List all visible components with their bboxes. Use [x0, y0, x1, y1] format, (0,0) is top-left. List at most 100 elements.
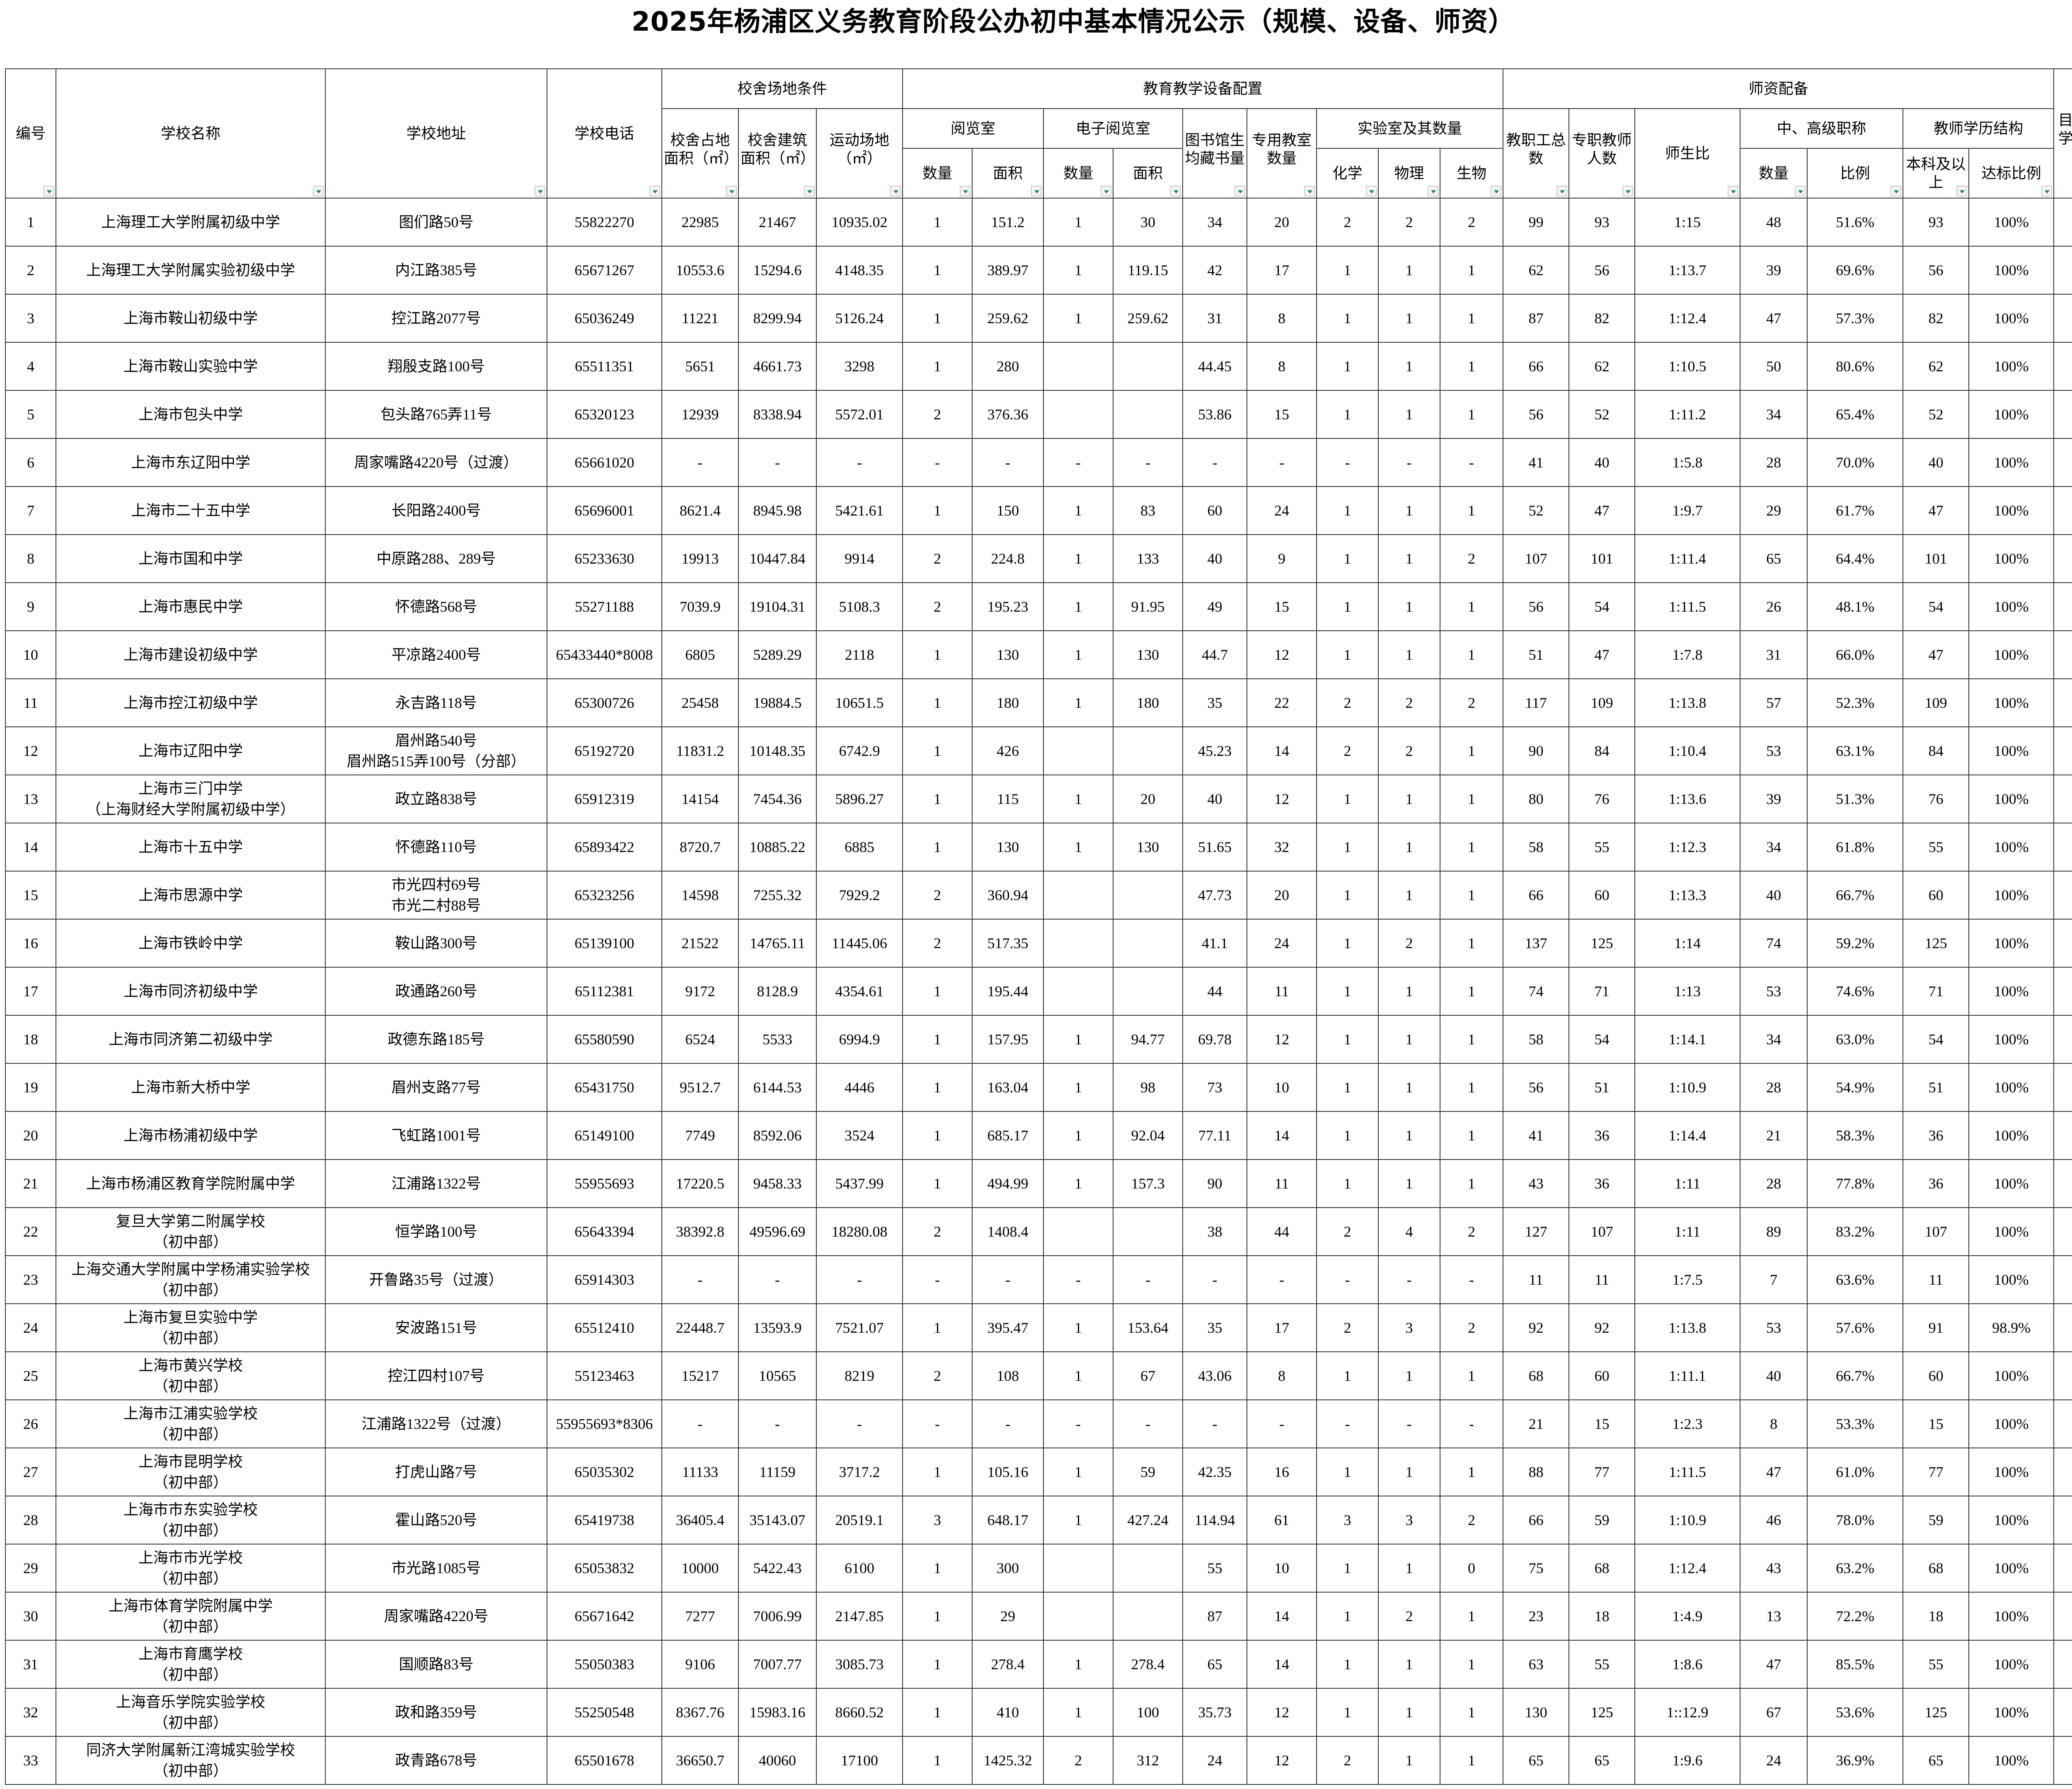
filter-dropdown-icon[interactable] [960, 186, 971, 196]
filter-dropdown-icon[interactable] [890, 186, 901, 196]
filter-dropdown-icon[interactable] [1890, 186, 1902, 196]
cell-chemistry: - [1316, 1255, 1379, 1304]
cell-chemistry: 1 [1316, 823, 1379, 872]
filter-dropdown-icon[interactable] [2041, 186, 2053, 196]
cell-land-area: 14598 [661, 871, 739, 920]
header-campus-group: 校舍场地条件 [661, 68, 903, 109]
cell-books-per-student: 41.1 [1182, 919, 1248, 968]
filter-dropdown-icon[interactable] [1170, 186, 1181, 196]
header-students-label: 目前在校学生人数 [2058, 112, 2072, 147]
filter-dropdown-icon[interactable] [726, 186, 737, 196]
cell-phone: 65053832 [547, 1544, 662, 1593]
cell-sports-area: 5421.61 [816, 486, 903, 535]
cell-bachelor: 84 [1903, 726, 1970, 775]
cell-e-reading-count: 1 [1043, 582, 1114, 631]
filter-dropdown-icon[interactable] [1795, 186, 1806, 196]
cell-reading-area: 259.62 [972, 294, 1044, 343]
filter-dropdown-icon[interactable] [44, 186, 54, 196]
filter-dropdown-icon[interactable] [535, 186, 545, 196]
cell-students: 1013 [2053, 294, 2072, 343]
cell-e-reading-area: 130 [1113, 630, 1184, 679]
filter-dropdown-icon[interactable] [1234, 186, 1246, 196]
cell-sports-area: 3085.73 [816, 1640, 903, 1689]
cell-address: 鞍山路300号 [325, 919, 547, 968]
filter-dropdown-icon[interactable] [1622, 186, 1634, 196]
filter-dropdown-icon[interactable] [1956, 186, 1968, 196]
cell-phone: 65512410 [547, 1303, 662, 1352]
filter-dropdown-icon[interactable] [1101, 186, 1112, 196]
cell-special-rooms: 14 [1247, 1111, 1317, 1160]
cell-building-area: 7007.77 [738, 1640, 817, 1689]
cell-e-reading-area [1113, 342, 1184, 391]
cell-students: 400 [2053, 1159, 2072, 1208]
cell-e-reading-area: 67 [1113, 1351, 1184, 1400]
cell-senior-proportion: 78.0% [1807, 1496, 1904, 1544]
cell-qualified: 100% [1968, 871, 2055, 920]
cell-students: 88 [2053, 1592, 2072, 1641]
cell-staff-total: 11 [1503, 1255, 1570, 1304]
cell-bachelor: 36 [1903, 1111, 1970, 1160]
cell-chemistry: 1 [1316, 1640, 1379, 1689]
cell-students: 764 [2053, 1015, 2072, 1064]
cell-building-area: 8128.9 [738, 967, 817, 1016]
cell-address: 政青路678号 [325, 1736, 547, 1785]
cell-phone: 65696001 [547, 486, 662, 535]
cell-sports-area: - [816, 1255, 903, 1304]
cell-senior-count: 48 [1740, 198, 1808, 247]
cell-staff-total: 87 [1503, 294, 1570, 343]
cell-special-rooms: 10 [1247, 1063, 1317, 1112]
cell-phone: 55123463 [547, 1351, 662, 1400]
filter-dropdown-icon[interactable] [1031, 186, 1042, 196]
cell-address: 江浦路1322号 [325, 1159, 547, 1208]
cell-teachers: 107 [1569, 1207, 1636, 1256]
cell-teachers: 84 [1569, 726, 1636, 775]
filter-dropdown-icon[interactable] [649, 186, 660, 196]
cell-land-area: 8720.7 [661, 823, 739, 872]
cell-biology: 1 [1440, 630, 1504, 679]
cell-senior-proportion: 74.6% [1807, 967, 1904, 1016]
cell-chemistry: 1 [1316, 1063, 1379, 1112]
table-row: 28 上海市市东实验学校 （初中部） 霍山路520号 65419738 36405.4 3… [5, 1496, 2072, 1544]
cell-students: 1397 [2053, 198, 2072, 247]
cell-e-reading-count: 1 [1043, 1111, 1114, 1160]
filter-dropdown-icon[interactable] [1366, 186, 1377, 196]
cell-special-rooms: 8 [1247, 294, 1317, 343]
cell-phone: 65580590 [547, 1015, 662, 1064]
header-senior-count: 数量 [1740, 148, 1808, 199]
cell-qualified: 100% [1968, 1688, 2055, 1737]
cell-no: 10 [5, 630, 56, 679]
cell-physics: 1 [1378, 1063, 1441, 1112]
filter-dropdown-icon[interactable] [1728, 186, 1739, 196]
cell-e-reading-area: 20 [1113, 775, 1184, 823]
filter-dropdown-icon[interactable] [1304, 186, 1315, 196]
table-row: 24 上海市复旦实验中学 （初中部） 安波路151号 65512410 22448.7 1… [5, 1303, 2072, 1352]
filter-dropdown-icon[interactable] [313, 186, 324, 196]
cell-address: 图们路50号 [325, 198, 547, 247]
table-row: 31 上海市育鹰学校 （初中部） 国顺路83号 55050383 9106 7007.77… [5, 1640, 2072, 1689]
cell-e-reading-count [1043, 919, 1114, 968]
filter-dropdown-icon[interactable] [804, 186, 815, 196]
cell-chemistry: 1 [1316, 1111, 1379, 1160]
cell-students: 1177 [2053, 1207, 2072, 1256]
cell-phone: 65431750 [547, 1063, 662, 1112]
cell-school-name: 上海市黄兴学校 （初中部） [56, 1351, 326, 1400]
table-row: 19 上海市新大桥中学 眉州支路77号 65431750 9512.7 6144.53 44… [5, 1063, 2072, 1112]
cell-building-area: 19104.31 [738, 582, 817, 631]
cell-no: 17 [5, 967, 56, 1016]
cell-e-reading-count: 1 [1043, 246, 1114, 295]
cell-e-reading-count [1043, 390, 1114, 439]
filter-dropdown-icon[interactable] [1556, 186, 1568, 196]
cell-e-reading-area: - [1113, 438, 1184, 487]
filter-dropdown-icon[interactable] [1491, 186, 1502, 196]
cell-teachers: 60 [1569, 1351, 1636, 1400]
cell-ratio: 1:11.2 [1634, 390, 1741, 439]
cell-qualified: 100% [1968, 198, 2055, 247]
cell-special-rooms: 8 [1247, 342, 1317, 391]
cell-sports-area: 18280.08 [816, 1207, 903, 1256]
cell-staff-total: 66 [1503, 342, 1570, 391]
filter-dropdown-icon[interactable] [1428, 186, 1439, 196]
cell-no: 21 [5, 1159, 56, 1208]
cell-e-reading-count: 2 [1043, 1736, 1114, 1785]
cell-senior-count: 39 [1740, 775, 1808, 823]
cell-bachelor: 101 [1903, 534, 1970, 583]
